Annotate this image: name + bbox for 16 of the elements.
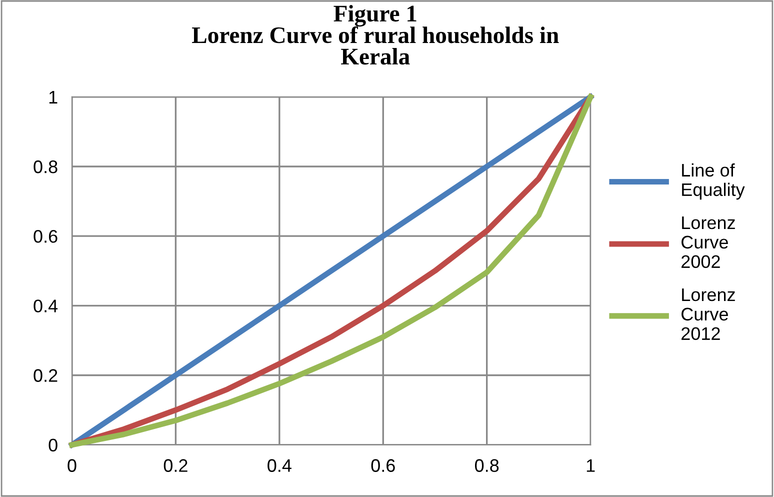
x-tick-label: 0.2 bbox=[164, 459, 188, 472]
y-tick-label: 0.8 bbox=[34, 160, 58, 174]
legend-label: Lorenz Curve 2002 bbox=[682, 216, 735, 268]
chart-title: Figure 1 Lorenz Curve of rural households in Kerala bbox=[192, 4, 559, 65]
x-tick-label: 1 bbox=[586, 459, 595, 472]
x-tick-label: 0.4 bbox=[268, 459, 292, 472]
y-tick-label: 0 bbox=[48, 438, 58, 452]
legend-label: Line of Equality bbox=[682, 163, 745, 200]
x-tick-label: 0.6 bbox=[371, 459, 395, 472]
legend-label: Lorenz Curve 2012 bbox=[682, 288, 735, 340]
y-tick-label: 0.2 bbox=[34, 369, 58, 382]
y-tick-label: 1 bbox=[49, 91, 58, 104]
x-tick-label: 0.8 bbox=[475, 459, 499, 472]
x-tick-label: 0 bbox=[68, 459, 76, 472]
y-tick-label: 0.6 bbox=[34, 230, 58, 243]
y-tick-label: 0.4 bbox=[34, 300, 58, 312]
